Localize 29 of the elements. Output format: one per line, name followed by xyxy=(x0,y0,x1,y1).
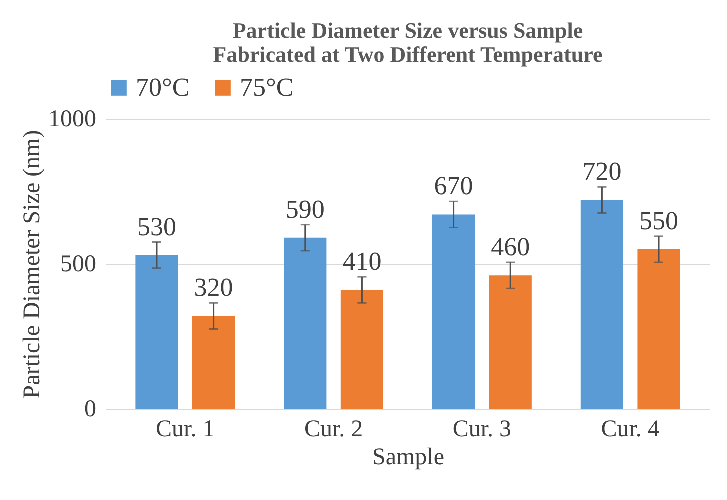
text: Particle Diameter Size versus Sample xyxy=(232,18,584,43)
x-tick-label: Cur. 2 xyxy=(304,416,364,442)
y-tick-label: 0 xyxy=(84,396,96,422)
x-axis-title: Sample xyxy=(372,444,444,470)
x-tick-label: Cur. 4 xyxy=(601,416,660,442)
data-label: 670 xyxy=(434,172,474,201)
y-tick-label: 1000 xyxy=(48,106,96,132)
bar xyxy=(580,200,624,409)
bar xyxy=(136,255,178,409)
data-label: 410 xyxy=(342,247,382,276)
x-tick-label: Cur. 3 xyxy=(452,416,512,442)
bar xyxy=(284,238,327,409)
bar xyxy=(432,214,476,409)
bar xyxy=(192,316,236,409)
bar xyxy=(638,250,680,409)
data-label: 460 xyxy=(491,232,530,262)
data-label: 550 xyxy=(640,206,679,236)
y-tick-label: 500 xyxy=(60,252,96,278)
legend-label: 70°C xyxy=(136,73,190,102)
y-axis-title: Particle Diameter Size (nm) xyxy=(20,130,46,399)
legend-label: 75°C xyxy=(240,73,294,102)
x-tick-label: Cur. 1 xyxy=(156,416,215,442)
data-label: 720 xyxy=(582,157,622,186)
text: Fabricated at Two Different Temperature xyxy=(213,42,603,67)
bar xyxy=(340,290,384,409)
data-label: 530 xyxy=(137,212,176,242)
bar xyxy=(489,276,532,409)
data-label: 590 xyxy=(286,194,325,224)
data-label: 320 xyxy=(194,273,234,302)
